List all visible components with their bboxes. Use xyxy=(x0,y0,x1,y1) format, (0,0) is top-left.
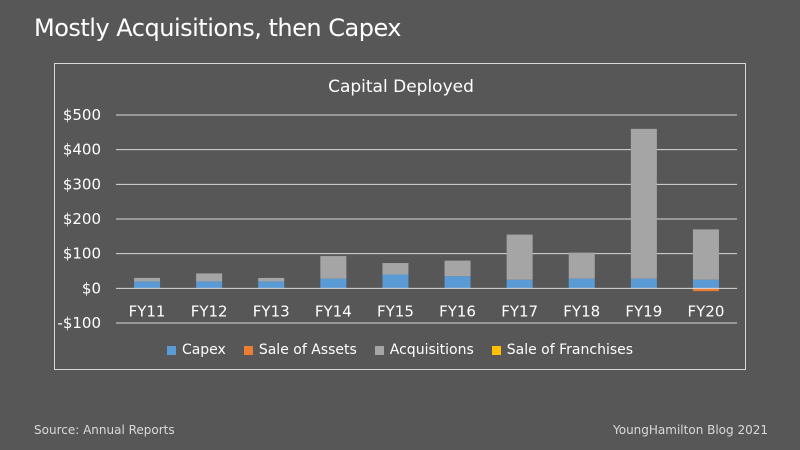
legend-label: Acquisitions xyxy=(389,342,474,358)
bar-capex xyxy=(134,281,161,289)
legend-swatch xyxy=(243,345,253,355)
y-tick-label: -$100 xyxy=(57,314,101,332)
legend-swatch xyxy=(491,345,501,355)
x-tick-label: FY16 xyxy=(439,302,476,320)
y-tick-label: $400 xyxy=(63,141,101,159)
y-tick-label: $200 xyxy=(63,210,101,228)
bar-capex xyxy=(196,281,223,289)
y-tick-label: $0 xyxy=(82,279,101,297)
chart-legend: Capex Sale of Assets Acquisitions Sale of F… xyxy=(0,342,800,358)
x-tick-label: FY17 xyxy=(501,302,538,320)
bar-acquisitions xyxy=(506,234,533,280)
bar-capex xyxy=(692,279,719,289)
x-tick-label: FY12 xyxy=(191,302,228,320)
bar-acquisitions xyxy=(134,277,161,282)
bar-capex xyxy=(568,278,595,289)
bar-capex xyxy=(444,276,471,289)
legend-label: Sale of Assets xyxy=(258,342,357,358)
legend-label: Sale of Franchises xyxy=(506,342,634,358)
x-tick-label: FY14 xyxy=(315,302,352,320)
bar-capex xyxy=(630,278,657,289)
bar-acquisitions xyxy=(196,273,223,282)
legend-item: Sale of Assets xyxy=(243,342,357,358)
x-tick-label: FY19 xyxy=(625,302,662,320)
slide-title: Mostly Acquisitions, then Capex xyxy=(34,14,402,42)
x-tick-label: FY20 xyxy=(688,302,725,320)
x-tick-label: FY18 xyxy=(563,302,600,320)
bar-capex xyxy=(258,281,285,289)
legend-swatch xyxy=(374,345,384,355)
bar-capex xyxy=(382,274,409,289)
y-tick-label: $300 xyxy=(63,175,101,193)
bar-acquisitions xyxy=(320,256,347,279)
x-tick-label: FY15 xyxy=(377,302,414,320)
bar-acquisitions xyxy=(258,277,285,282)
y-tick-label: $100 xyxy=(63,245,101,263)
legend-item: Capex xyxy=(166,342,226,358)
y-tick-label: $500 xyxy=(63,106,101,124)
chart-container: Capital Deployed -$100 $0 $100 $200 $300 $400 $… xyxy=(54,63,746,370)
bar-acquisitions xyxy=(568,252,595,279)
source-note: Source: Annual Reports xyxy=(34,423,175,437)
bar-acquisitions xyxy=(444,260,471,277)
bar-acquisitions xyxy=(382,263,409,275)
x-tick-label: FY13 xyxy=(253,302,290,320)
chart-plot: Capital Deployed -$100 $0 $100 $200 $300 $400 $… xyxy=(57,77,737,332)
legend-swatch xyxy=(166,345,176,355)
bar-acquisitions xyxy=(692,229,719,280)
legend-item: Acquisitions xyxy=(374,342,474,358)
bar-capex xyxy=(320,278,347,289)
legend-label: Capex xyxy=(181,342,226,358)
bar-acquisitions xyxy=(630,128,657,279)
legend-item: Sale of Franchises xyxy=(491,342,634,358)
chart-title: Capital Deployed xyxy=(328,77,474,97)
credit-note: YoungHamilton Blog 2021 xyxy=(613,423,768,437)
x-tick-label: FY11 xyxy=(129,302,166,320)
bar-sale-of-assets xyxy=(692,288,719,292)
bar-capex xyxy=(506,279,533,289)
